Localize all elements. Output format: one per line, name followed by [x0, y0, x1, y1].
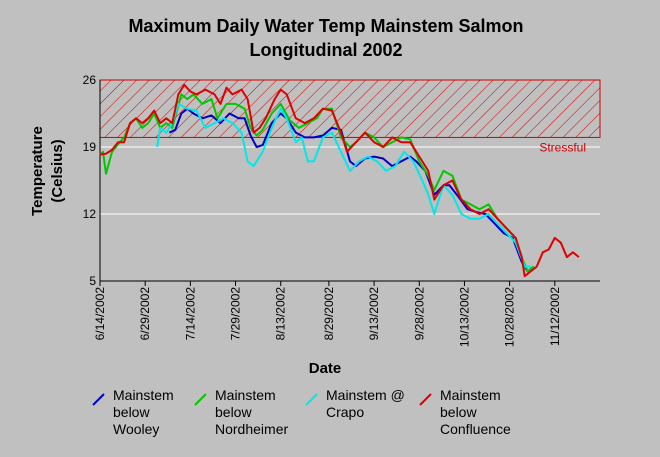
x-tick-label: 7/14/2002	[183, 287, 197, 341]
legend-label: below	[113, 404, 150, 420]
y-axis-units: (Celsius)	[49, 139, 66, 202]
series-line-3	[99, 83, 580, 278]
chart-subtitle: Longitudinal 2002	[249, 40, 402, 60]
legend-label: Crapo	[326, 404, 364, 420]
x-tick-label: 8/29/2002	[322, 287, 336, 341]
legend-swatch	[305, 393, 318, 406]
stressful-label: Stressful	[539, 140, 586, 154]
legend-label: Nordheimer	[215, 421, 288, 437]
legend-label: Mainstem	[440, 387, 501, 403]
x-tick-label: 6/14/2002	[93, 287, 107, 341]
x-tick-label: 9/28/2002	[412, 287, 426, 341]
y-tick-label: 19	[83, 140, 97, 154]
legend-label: Mainstem @	[326, 387, 405, 403]
y-tick-label: 12	[83, 207, 97, 221]
legend-label: Wooley	[113, 421, 159, 437]
y-axis-label: Temperature	[29, 126, 46, 216]
y-axis: 5 12 19 26	[83, 73, 600, 288]
x-tick-label: 7/29/2002	[229, 287, 243, 341]
x-tick-label: 10/28/2002	[503, 287, 517, 347]
x-tick-label: 8/13/2002	[274, 287, 288, 341]
legend: MainstembelowWooleyMainstembelowNordheim…	[92, 387, 511, 437]
series-line-1	[99, 93, 535, 273]
x-tick-label: 11/12/2002	[548, 287, 562, 346]
legend-swatch	[419, 393, 432, 406]
legend-swatch	[194, 393, 207, 406]
chart-title: Maximum Daily Water Temp Mainstem Salmon	[128, 16, 523, 36]
x-tick-label: 10/13/2002	[457, 287, 471, 347]
legend-label: below	[440, 404, 477, 420]
legend-label: Confluence	[440, 421, 511, 437]
legend-entry-2: Mainstem @Crapo	[305, 387, 405, 420]
series-lines	[99, 83, 580, 278]
y-axis-title: Temperature (Celsius)	[29, 126, 66, 216]
x-axis: 6/14/2002 6/29/2002 7/14/2002 7/29/2002 8/13…	[93, 281, 562, 347]
y-tick-label: 26	[83, 73, 97, 87]
y-tick-label: 5	[89, 274, 96, 288]
legend-label: Mainstem	[215, 387, 276, 403]
legend-label: Mainstem	[113, 387, 174, 403]
x-tick-label: 6/29/2002	[138, 287, 152, 341]
x-tick-label: 9/13/2002	[367, 287, 381, 341]
x-axis-title: Date	[309, 360, 342, 377]
series-line-2	[156, 102, 531, 268]
legend-label: below	[215, 404, 252, 420]
legend-swatch	[92, 393, 105, 406]
